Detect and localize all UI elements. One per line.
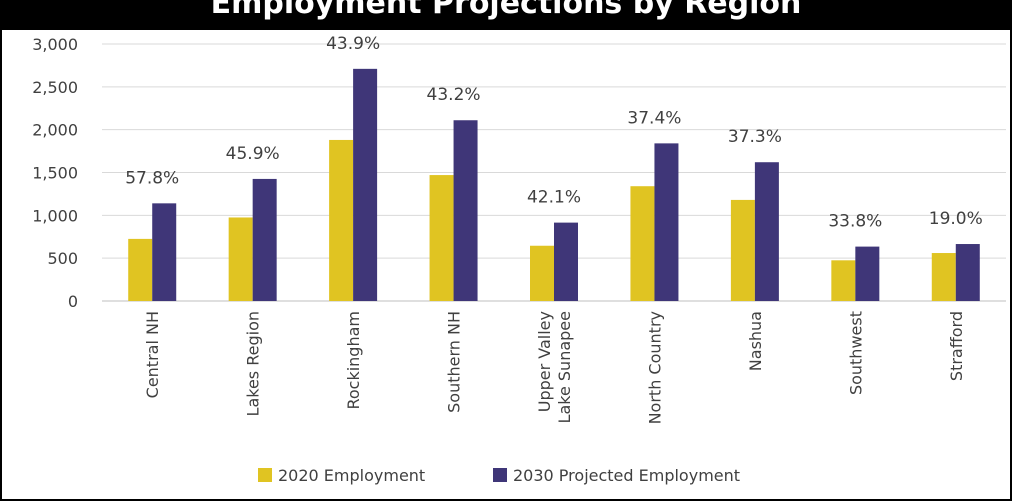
x-tick-label: Nashua [746,311,765,371]
y-tick-label: 1,500 [32,164,78,183]
x-tick-label: Rockingham [344,311,363,410]
x-tick-label: Upper ValleyLake Sunapee [535,311,574,423]
bar-2030 [754,162,779,301]
data-label: 37.3% [728,127,782,147]
bar-2020 [831,260,856,301]
y-tick-label: 2,000 [32,121,78,140]
data-label: 37.4% [627,108,681,128]
y-tick-label: 0 [68,292,78,311]
data-label: 45.9% [226,144,280,164]
bar-2020 [128,238,153,301]
bar-2020 [730,199,755,301]
x-tick-label: North Country [645,311,664,424]
bar-2030 [152,203,177,301]
x-tick-label: Southwest [846,311,865,395]
y-tick-label: 500 [47,249,78,268]
y-tick-label: 3,000 [32,35,78,54]
bar-2030 [252,178,277,301]
legend-swatch-2030 [493,468,507,482]
x-tick-label: Southern NH [445,311,464,413]
x-tick-label: Strafford [947,311,966,381]
data-label: 42.1% [527,188,581,208]
bar-2020 [228,217,253,301]
bar-2030 [353,68,378,302]
data-label: 33.8% [828,212,882,232]
bar-2020 [530,245,554,301]
title-bar: Employment Projections by Region [0,0,1012,30]
bar-2030 [955,244,980,301]
bar-2020 [429,175,454,301]
bar-2020 [630,186,655,301]
bar-2020 [931,253,956,301]
bar-2030 [453,120,478,301]
data-label: 57.8% [125,168,179,188]
bar-2020 [329,139,354,301]
y-tick-label: 2,500 [32,78,78,97]
y-tick-label: 1,000 [32,206,78,225]
bar-2030 [855,246,880,301]
legend-label-2020: 2020 Employment [278,466,425,485]
x-tick-label: Lakes Region [244,311,263,416]
x-tick-label: Central NH [143,311,162,398]
data-label: 43.9% [326,34,380,54]
legend-swatch-2020 [258,468,272,482]
data-label: 19.0% [929,209,983,229]
legend-label-2030: 2030 Projected Employment [513,466,740,485]
bar-2030 [554,222,578,301]
chart-title: Employment Projections by Region [210,0,802,21]
data-label: 43.2% [427,85,481,105]
bar-2030 [654,143,679,301]
